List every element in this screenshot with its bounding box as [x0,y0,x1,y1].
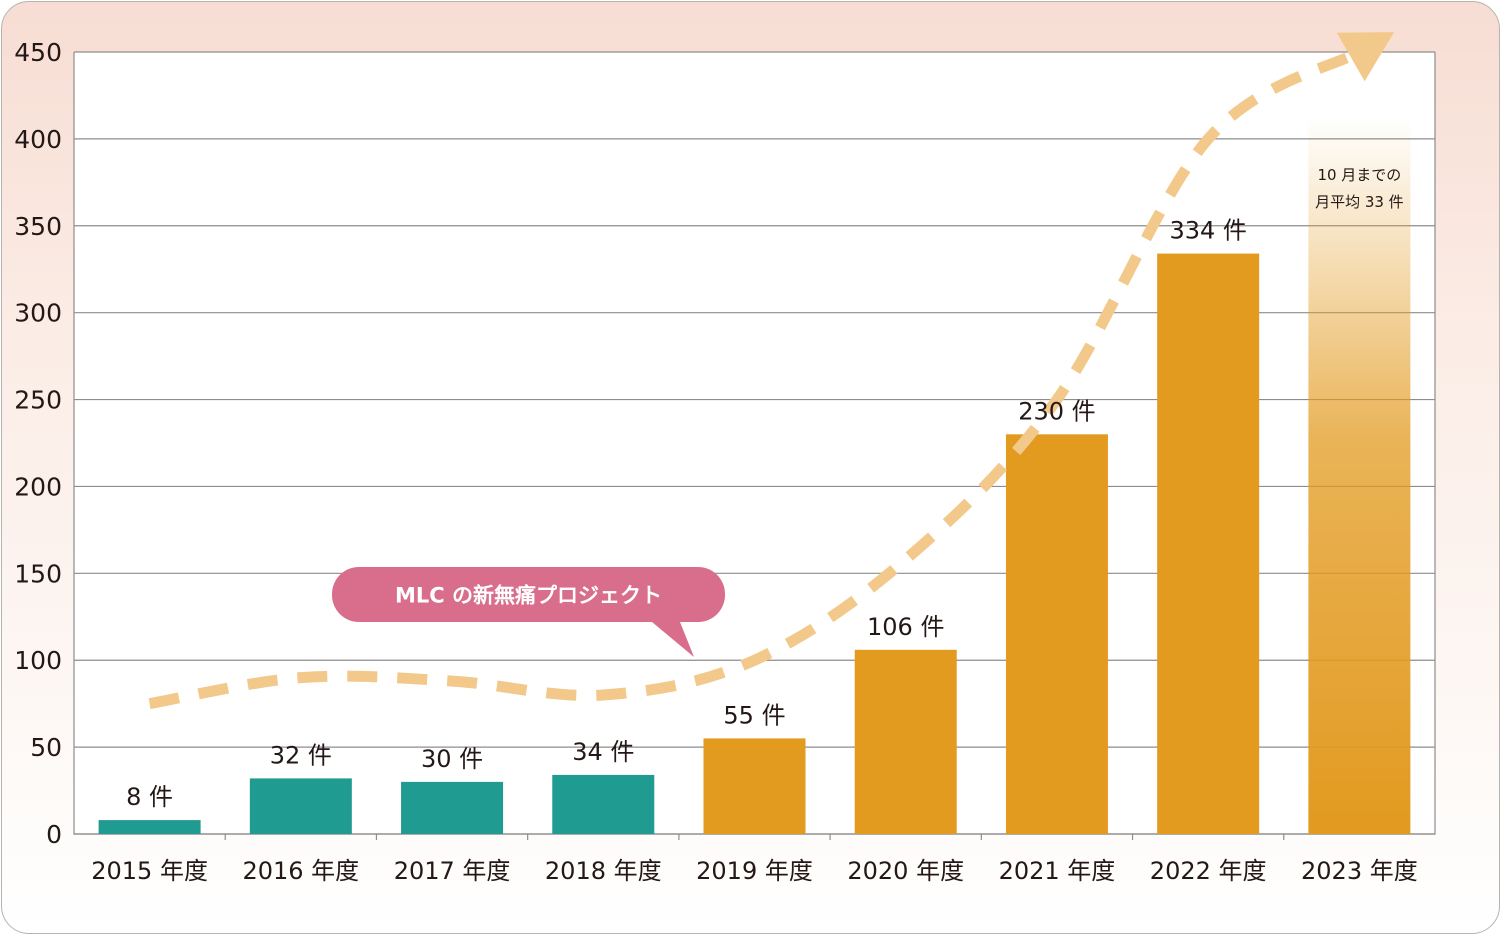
trend-line [148,32,1395,710]
projected-note: 10 月までの [1317,166,1401,184]
y-tick-label: 250 [14,386,62,415]
bar-value-label: 32 件 [270,741,332,769]
x-tick-label: 2019 年度 [696,857,813,885]
y-tick-label: 0 [46,820,62,849]
projected-note: 月平均 33 件 [1315,193,1404,211]
bar-value-label: 106 件 [867,613,944,641]
y-tick-label: 50 [30,733,62,762]
bar-value-label: 334 件 [1169,217,1246,245]
bar-value-label: 230 件 [1018,397,1095,425]
x-tick-label: 2016 年度 [242,857,359,885]
y-tick-label: 150 [14,559,62,588]
bar [98,820,201,834]
y-tick-label: 300 [14,299,62,328]
bar [703,738,806,834]
y-tick-label: 400 [14,125,62,154]
y-tick-label: 200 [14,472,62,501]
x-tick-label: 2017 年度 [394,857,511,885]
callout-bubble [331,567,726,657]
x-tick-label: 2023 年度 [1301,857,1418,885]
trend-arrowhead [1336,32,1395,82]
bar-value-label: 55 件 [723,701,785,729]
labels: 8 件 2015 年度 32 件 2016 年度 30 件 2017 年度 34 件 2018… [91,166,1417,885]
bar [249,778,352,834]
bar-value-label: 30 件 [421,745,483,773]
bar-value-label: 8 件 [126,783,173,811]
bar-projected [1308,118,1411,835]
bar [552,774,655,834]
x-tick-label: 2020 年度 [847,857,964,885]
y-tick-label: 350 [14,212,62,241]
bar [1005,434,1108,834]
y-tick-label: 100 [14,646,62,675]
x-tick-label: 2015 年度 [91,857,208,885]
callout: MLC の新無痛プロジェクト [331,567,726,657]
x-tick-label: 2018 年度 [545,857,662,885]
callout-label: MLC の新無痛プロジェクト [395,584,662,608]
trend-curve [148,47,1363,710]
x-tick-label: 2022 年度 [1150,857,1267,885]
bar [1157,253,1260,835]
bar [401,781,504,834]
bar [854,649,957,834]
bars [98,118,1411,835]
bar-value-label: 34 件 [572,738,634,766]
y-tick-label: 450 [14,38,62,67]
x-tick-label: 2021 年度 [999,857,1116,885]
